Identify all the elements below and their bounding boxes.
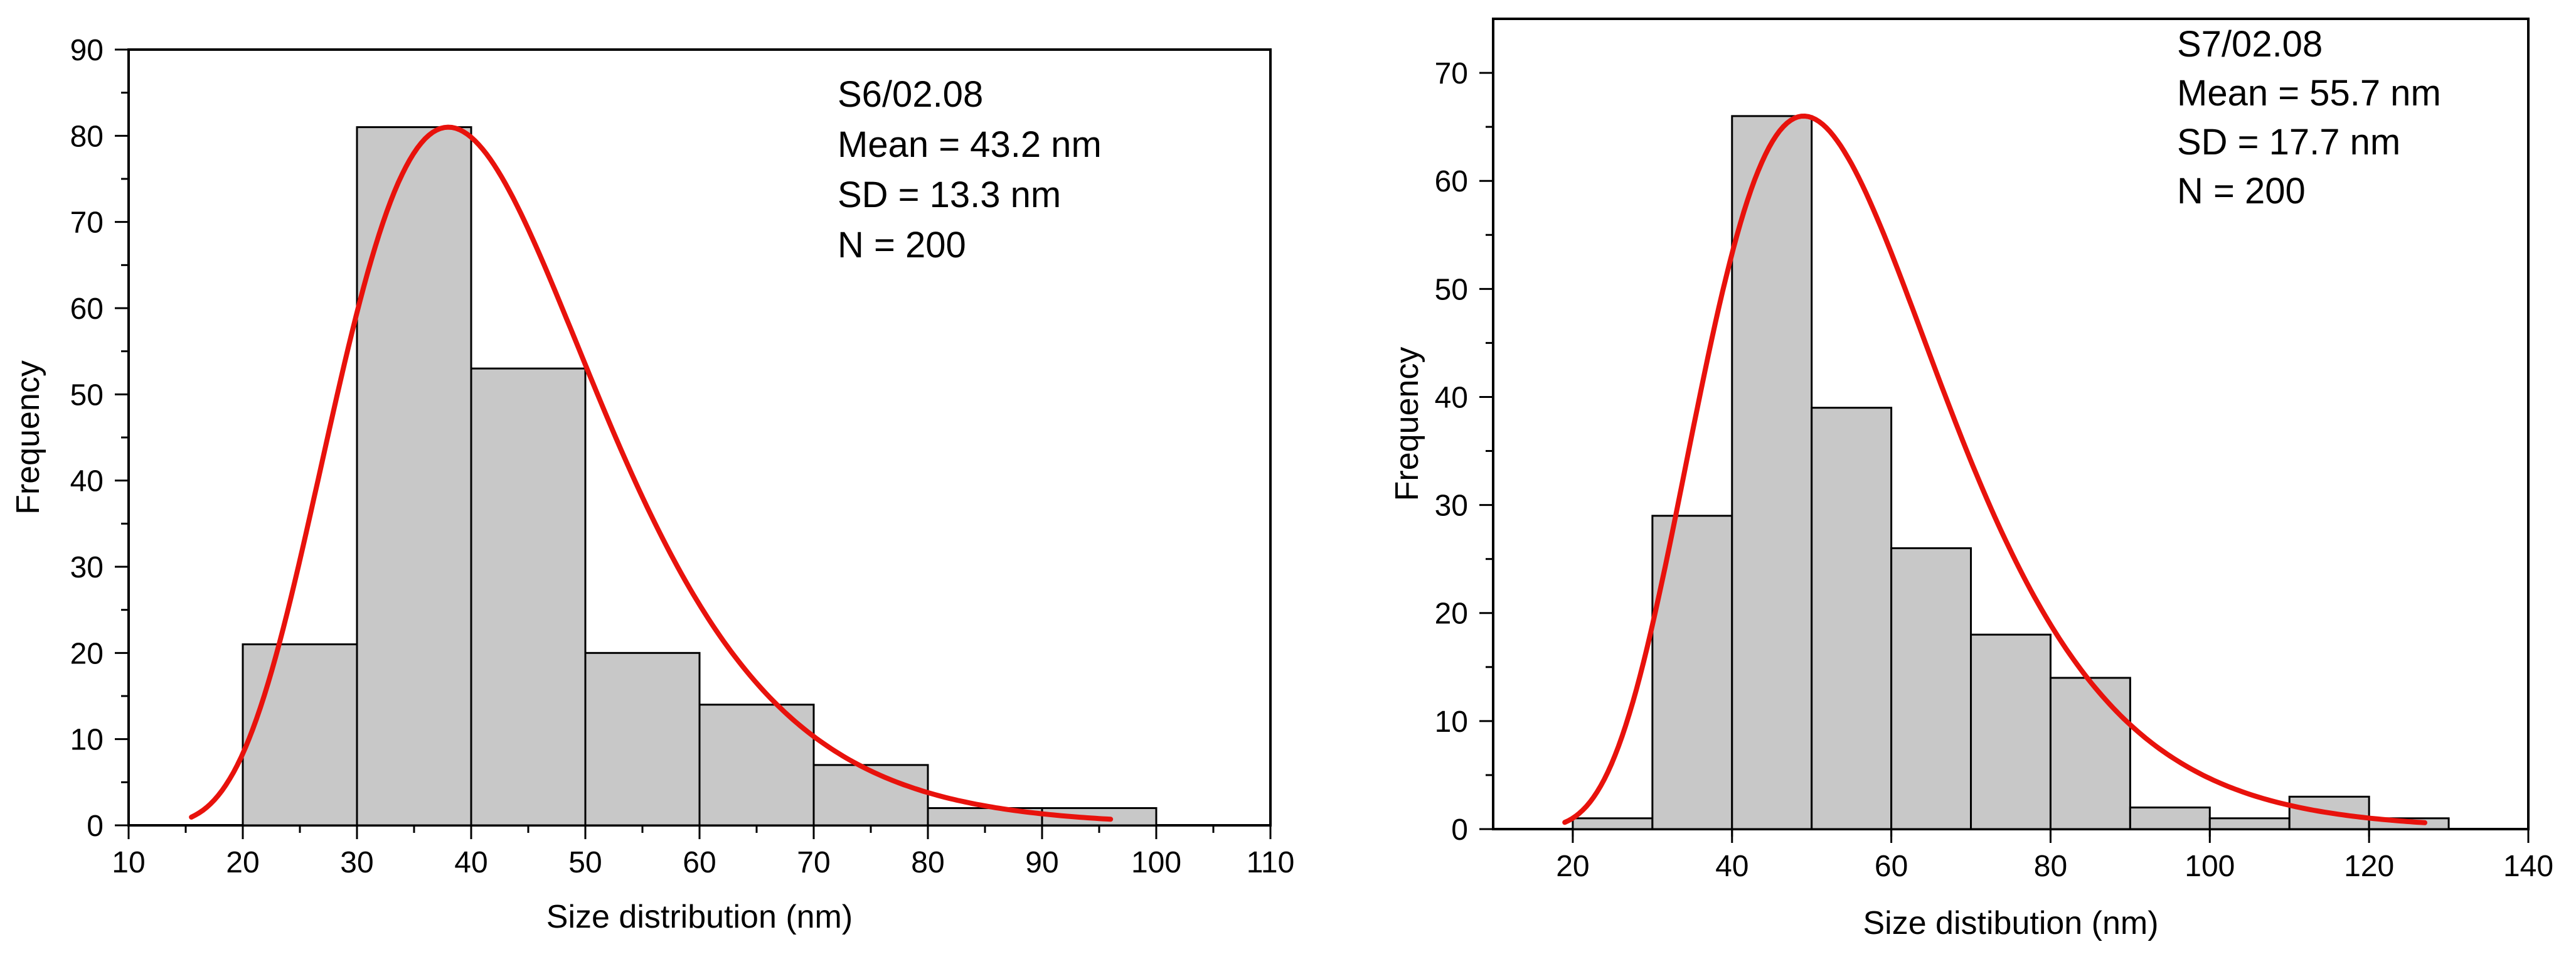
y-tick-label: 0 bbox=[87, 810, 104, 843]
y-axis-title: Frequency bbox=[1389, 347, 1425, 501]
y-tick-label: 50 bbox=[1435, 273, 1468, 306]
sd-label: SD = 13.3 nm bbox=[838, 174, 1061, 215]
x-tick-label: 60 bbox=[683, 846, 716, 879]
y-tick-label: 70 bbox=[1435, 57, 1468, 90]
x-tick-label: 10 bbox=[112, 846, 145, 879]
fit-curve bbox=[189, 124, 1114, 822]
histogram-bar bbox=[242, 643, 358, 827]
histogram-bar bbox=[1970, 633, 2052, 830]
sd-label: SD = 17.7 nm bbox=[2177, 122, 2400, 163]
mean-label: Mean = 55.7 nm bbox=[2177, 73, 2441, 114]
x-axis-title: Size distribution (nm) bbox=[546, 899, 853, 935]
x-tick-label: 20 bbox=[1556, 850, 1589, 883]
x-tick-label: 110 bbox=[1247, 846, 1295, 879]
x-tick-label: 120 bbox=[2344, 850, 2394, 883]
y-tick-label: 30 bbox=[1435, 490, 1468, 523]
y-tick-label: 40 bbox=[1435, 381, 1468, 414]
x-tick-label: 70 bbox=[797, 846, 830, 879]
histogram-bar bbox=[2208, 817, 2291, 830]
histogram-bar bbox=[1572, 817, 1654, 830]
y-tick-label: 40 bbox=[70, 465, 104, 498]
y-tick-label: 60 bbox=[70, 292, 104, 326]
sample-id-label: S7/02.08 bbox=[2177, 24, 2323, 65]
histogram-bar bbox=[812, 764, 929, 827]
x-axis-title: Size distibution (nm) bbox=[1863, 905, 2158, 941]
histogram-bar bbox=[1811, 407, 1893, 830]
y-tick-label: 10 bbox=[70, 724, 104, 757]
x-tick-label: 100 bbox=[2185, 850, 2235, 883]
y-tick-label: 50 bbox=[70, 378, 104, 412]
histogram-bar bbox=[584, 651, 701, 827]
y-tick-label: 20 bbox=[70, 637, 104, 670]
x-tick-label: 90 bbox=[1025, 846, 1058, 879]
x-tick-label: 40 bbox=[454, 846, 487, 879]
x-tick-label: 80 bbox=[911, 846, 944, 879]
y-tick-label: 0 bbox=[1451, 813, 1468, 847]
fit-curve bbox=[1562, 113, 2427, 825]
x-tick-label: 60 bbox=[1875, 850, 1908, 883]
sample-id-label: S6/02.08 bbox=[838, 74, 983, 115]
x-tick-label: 20 bbox=[226, 846, 259, 879]
histogram-bar bbox=[1731, 115, 1813, 830]
histogram-bar bbox=[1890, 547, 1972, 830]
x-tick-label: 50 bbox=[568, 846, 602, 879]
chart-s7-histogram: 20 40 60 80 100 120 140 0 10 20 30 40 50 60 70 Size dis… bbox=[1389, 18, 2553, 941]
histogram-bar bbox=[2288, 795, 2370, 830]
x-tick-label: 140 bbox=[2503, 850, 2553, 883]
chart-s6-histogram: 10 20 30 40 50 60 70 80 90 100 1100102030405060708… bbox=[10, 34, 1294, 935]
x-tick-label: 40 bbox=[1715, 850, 1748, 883]
y-tick-label: 80 bbox=[70, 120, 104, 153]
y-axis-title: Frequency bbox=[10, 360, 46, 515]
y-tick-label: 90 bbox=[70, 34, 104, 67]
histogram-bar bbox=[2129, 807, 2211, 830]
y-tick-label: 60 bbox=[1435, 165, 1468, 198]
x-tick-label: 80 bbox=[2034, 850, 2067, 883]
x-tick-label: 30 bbox=[340, 846, 373, 879]
histogram-bar bbox=[356, 126, 472, 827]
n-label: N = 200 bbox=[2177, 171, 2306, 212]
y-tick-label: 70 bbox=[70, 206, 104, 240]
histogram-bar bbox=[2049, 677, 2131, 830]
y-tick-label: 20 bbox=[1435, 598, 1468, 631]
y-tick-label: 30 bbox=[70, 551, 104, 584]
mean-label: Mean = 43.2 nm bbox=[838, 124, 1102, 165]
x-tick-label: 100 bbox=[1131, 846, 1181, 879]
histogram-bar bbox=[470, 367, 587, 827]
n-label: N = 200 bbox=[838, 225, 966, 265]
y-tick-label: 10 bbox=[1435, 705, 1468, 739]
